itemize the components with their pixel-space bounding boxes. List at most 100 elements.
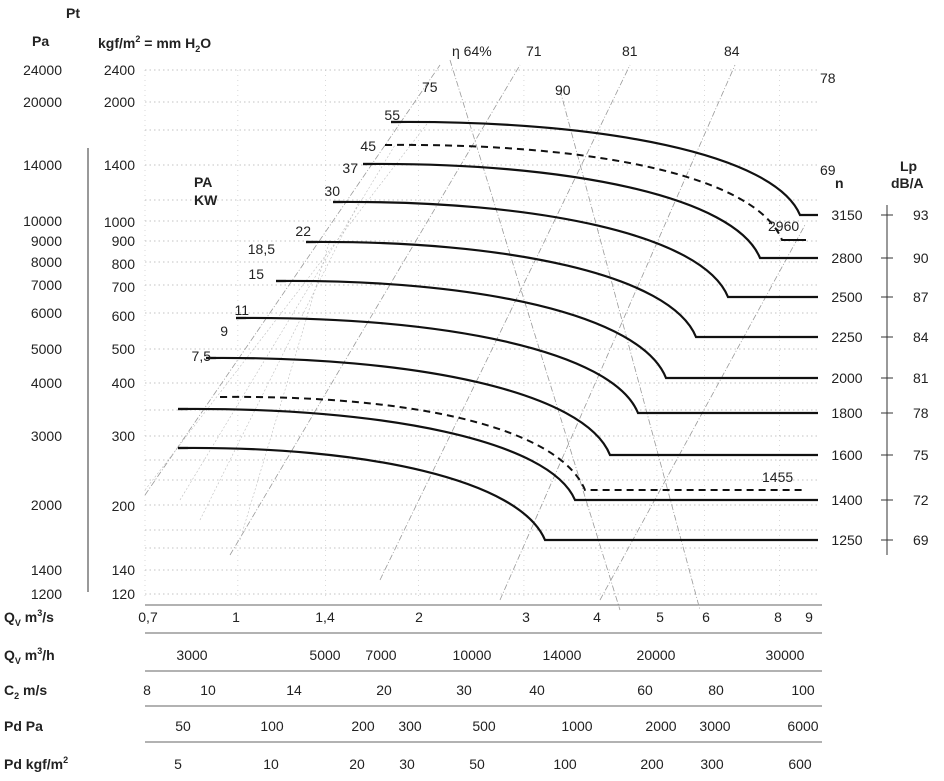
sound-value: 81 [913, 370, 929, 386]
sound-value: 69 [913, 532, 929, 548]
power-curve-label: 11 [234, 302, 249, 318]
efficiency-line [144, 64, 441, 496]
pa-tick-label: 14000 [23, 157, 62, 173]
kgf-tick-label: 700 [112, 279, 136, 295]
pa-tick-label: 2000 [31, 497, 62, 513]
dashed-speed-curve [384, 143, 806, 241]
pa-tick-label: 9000 [31, 233, 62, 249]
efficiency-line [559, 89, 701, 611]
bottom-tick-label: 0,7 [138, 609, 158, 625]
power-curve-label: 30 [324, 183, 340, 199]
efficiency-value: 81 [622, 43, 638, 59]
sound-value: 87 [913, 289, 929, 305]
speed-value: 2250 [831, 329, 862, 345]
kgf-tick-label: 2400 [104, 62, 135, 78]
speed-curve [390, 120, 818, 217]
bottom-tick-label: 30000 [766, 647, 805, 663]
bottom-tick-label: 3000 [176, 647, 207, 663]
kgf-tick-label: 600 [112, 308, 136, 324]
bottom-tick-label: 5 [656, 609, 664, 625]
efficiency-value: 75 [422, 79, 438, 95]
bottom-tick-label: 100 [260, 718, 284, 734]
speed-curve [235, 316, 818, 415]
bottom-tick-label: 30 [399, 756, 415, 772]
bottom-tick-label: 300 [398, 718, 422, 734]
bottom-tick-label: 50 [175, 718, 191, 734]
bottom-tick-label: 10000 [453, 647, 492, 663]
kgf-tick-label: 200 [112, 498, 136, 514]
power-curve-label: 18,5 [248, 241, 275, 257]
kgf-axis-title: kgf/m2 = mm H2O [98, 34, 211, 54]
pa-tick-label: 1200 [31, 586, 62, 602]
sound-value: 90 [913, 250, 929, 266]
efficiency-line [449, 59, 621, 611]
lp-axis-unit: dB/A [891, 175, 924, 191]
kgf-tick-label: 2000 [104, 94, 135, 110]
power-label-pa: PA [194, 174, 212, 190]
speed-value: 1800 [831, 405, 862, 421]
bottom-tick-label: 3000 [699, 718, 730, 734]
bottom-tick-label: 7000 [365, 647, 396, 663]
power-curve-label: 37 [342, 160, 358, 176]
power-line [239, 239, 331, 541]
bottom-tick-label: 9 [805, 609, 813, 625]
efficiency-value: 90 [555, 82, 571, 98]
pa-tick-label: 4000 [31, 375, 62, 391]
bottom-tick-label: 8 [774, 609, 782, 625]
speed-curve [305, 240, 818, 339]
kgf-tick-label: 300 [112, 428, 136, 444]
bottom-tick-label: 500 [472, 718, 496, 734]
grid [87, 69, 893, 743]
dashed-speed-label: 2960 [768, 218, 799, 234]
bottom-tick-label: 50 [469, 756, 485, 772]
sound-value: 75 [913, 447, 929, 463]
power-label-kw: KW [194, 192, 218, 208]
speed-curves [177, 120, 818, 542]
bottom-tick-label: 6 [702, 609, 710, 625]
power-curve-label: 15 [248, 266, 264, 282]
bottom-tick-label: 4 [593, 609, 601, 625]
power-curve-label: 55 [384, 107, 400, 123]
speed-curve [275, 279, 818, 380]
bottom-tick-label: 40 [529, 682, 545, 698]
bottom-tick-label: 2000 [645, 718, 676, 734]
kgf-tick-label: 1000 [104, 214, 135, 230]
power-line [199, 199, 361, 521]
speed-value: 2000 [831, 370, 862, 386]
bottom-tick-label: 20 [349, 756, 365, 772]
speed-value: 2800 [831, 250, 862, 266]
pa-tick-label: 5000 [31, 341, 62, 357]
bottom-scale-label: QV m3/s [4, 608, 54, 628]
dashed-speed-curve [219, 395, 806, 491]
bottom-tick-label: 1 [232, 609, 240, 625]
bottom-tick-label: 20000 [637, 647, 676, 663]
kgf-tick-label: 500 [112, 341, 136, 357]
speed-curve [332, 200, 818, 299]
pa-tick-label: 20000 [23, 94, 62, 110]
power-curve-label: 22 [295, 223, 311, 239]
kgf-tick-label: 1400 [104, 157, 135, 173]
pa-tick-label: 8000 [31, 254, 62, 270]
bottom-tick-label: 200 [640, 756, 664, 772]
bottom-tick-label: 5 [174, 756, 182, 772]
bottom-tick-label: 600 [788, 756, 812, 772]
labels: 2400020000140001000090008000700060005000… [4, 43, 929, 772]
efficiency-label: η 64% [452, 43, 492, 59]
bottom-tick-label: 6000 [787, 718, 818, 734]
power-line [144, 119, 431, 491]
speed-value: 1600 [831, 447, 862, 463]
bottom-tick-label: 10 [200, 682, 216, 698]
speed-curve [177, 407, 818, 502]
sound-value: 78 [913, 405, 929, 421]
sound-value: 93 [913, 207, 929, 223]
power-curve-label: 45 [360, 138, 376, 154]
pa-tick-label: 3000 [31, 428, 62, 444]
kgf-tick-label: 900 [112, 233, 136, 249]
bottom-tick-label: 5000 [309, 647, 340, 663]
pa-axis-title: Pa [32, 33, 49, 49]
pt-axis-title: Pt [66, 5, 80, 21]
efficiency-value: 84 [724, 43, 740, 59]
power-curve-label: 7,5 [192, 348, 212, 364]
power-line [179, 144, 396, 501]
